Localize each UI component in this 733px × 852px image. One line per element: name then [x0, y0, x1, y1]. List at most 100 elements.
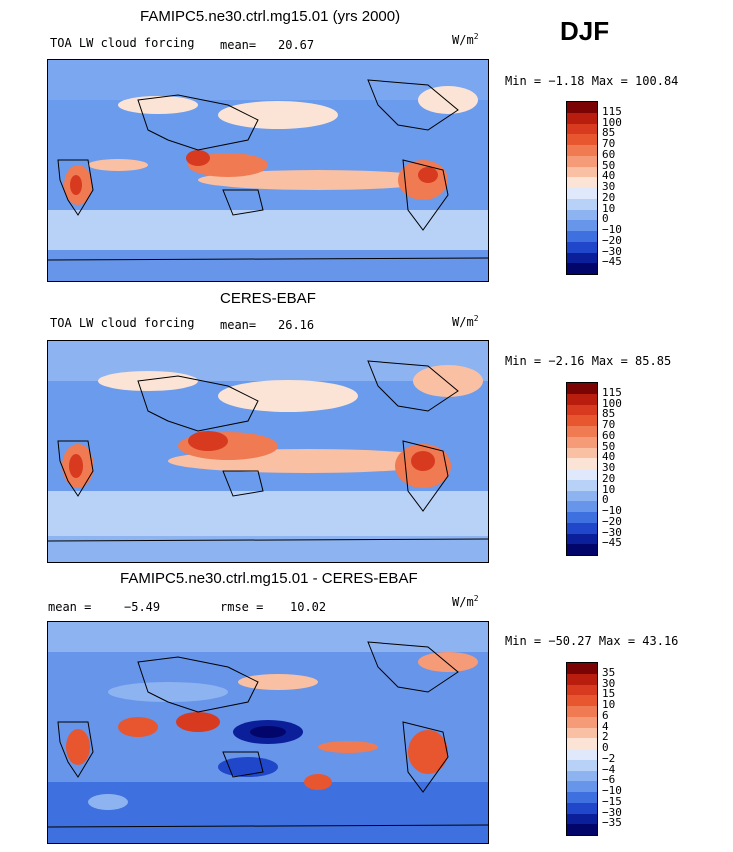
colorbar-swatch — [567, 393, 597, 405]
colorbar-swatch — [567, 145, 597, 156]
colorbar-tick-label: 20 — [602, 190, 616, 204]
colorbar-tick-label: −35 — [602, 816, 622, 830]
colorbar-tick-label: 50 — [602, 439, 616, 453]
colorbar-tick-label: 0 — [602, 493, 609, 507]
panel-3-rmse-value: 10.02 — [290, 600, 327, 614]
colorbar-swatch — [567, 458, 597, 469]
panel-3-minmax: Min = −50.27 Max = 43.16 — [505, 634, 679, 648]
panel-1-colorbar — [566, 101, 598, 275]
panel-1-mean-value: 20.67 — [278, 38, 315, 52]
panel-2-minmax: Min = −2.16 Max = 85.85 — [505, 354, 672, 368]
panel-2-units: W/m2 — [452, 314, 479, 329]
colorbar-tick-label: −30 — [602, 244, 622, 258]
panel-3-colorbar — [566, 662, 598, 836]
colorbar-tick-label: 70 — [602, 137, 616, 150]
colorbar-swatch — [567, 198, 597, 210]
colorbar-tick-label: 70 — [602, 418, 616, 431]
colorbar-tick-label: −10 — [602, 223, 622, 236]
colorbar-swatch — [567, 738, 597, 749]
colorbar-swatch — [567, 134, 597, 145]
panel-2-mean-value: 26.16 — [278, 318, 315, 332]
colorbar-swatch — [567, 533, 597, 545]
colorbar-swatch — [567, 544, 597, 555]
colorbar-swatch — [567, 241, 597, 253]
colorbar-swatch — [567, 802, 597, 814]
colorbar-swatch — [567, 404, 597, 416]
colorbar-swatch — [567, 490, 597, 502]
colorbar-tick-label: 15 — [602, 687, 616, 701]
colorbar-tick-label: −10 — [602, 504, 622, 517]
colorbar-swatch — [567, 155, 597, 167]
panel-3-colorbar-labels: 35 30 15 10 6 4 2 0 −2 −4 −6 −10 −15 −30 −35 — [602, 662, 642, 834]
panel-3-rmse-label: rmse = — [220, 600, 264, 614]
panel-3-units: W/m2 — [452, 594, 479, 609]
colorbar-swatch — [567, 166, 597, 178]
colorbar-swatch — [567, 716, 597, 728]
colorbar-tick-label: 35 — [602, 665, 616, 679]
colorbar-tick-label: −45 — [602, 255, 622, 269]
panel-1-colorbar-labels: 115 100 85 70 60 50 40 30 20 10 0 −10 −20 −30 −45 — [602, 101, 642, 273]
panel-3-title: FAMIPC5.ne30.ctrl.mg15.01 - CERES-EBAF — [120, 570, 418, 587]
colorbar-tick-label: 30 — [602, 461, 616, 474]
panel-1-minmax: Min = −1.18 Max = 100.84 — [505, 74, 679, 88]
colorbar-swatch — [567, 781, 597, 792]
colorbar-swatch — [567, 695, 597, 706]
panel-1-variable: TOA LW cloud forcing — [50, 36, 195, 50]
colorbar-tick-label: −15 — [602, 794, 622, 808]
colorbar-swatch — [567, 231, 597, 242]
colorbar-swatch — [567, 749, 597, 760]
colorbar-tick-label: 60 — [602, 428, 616, 442]
panel-1-map — [47, 59, 489, 282]
panel-1-mean-label: mean= — [220, 38, 257, 52]
colorbar-tick-label: 10 — [602, 482, 616, 496]
panel-2-colorbar-labels: 115 100 85 70 60 50 40 30 20 10 0 −10 −20 −30 −45 — [602, 382, 642, 554]
colorbar-tick-label: −45 — [602, 536, 622, 550]
panel-2-mean-label: mean= — [220, 318, 257, 332]
colorbar-swatch — [567, 102, 597, 113]
panel-3-map-svg — [48, 622, 488, 843]
colorbar-swatch — [567, 123, 597, 135]
colorbar-tick-label: 20 — [602, 471, 616, 485]
colorbar-swatch — [567, 252, 597, 264]
colorbar-swatch — [567, 727, 597, 739]
colorbar-swatch — [567, 501, 597, 512]
colorbar-swatch — [567, 522, 597, 534]
colorbar-tick-label: 85 — [602, 126, 616, 140]
panel-2-colorbar — [566, 382, 598, 556]
colorbar-swatch — [567, 759, 597, 771]
colorbar-swatch — [567, 220, 597, 231]
colorbar-swatch — [567, 447, 597, 459]
colorbar-swatch — [567, 383, 597, 394]
colorbar-tick-label: 4 — [602, 719, 609, 733]
colorbar-tick-label: 100 — [602, 396, 622, 410]
colorbar-tick-label: −4 — [602, 762, 616, 776]
colorbar-tick-label: −20 — [602, 233, 622, 247]
panel-3-mean-value: −5.49 — [124, 600, 161, 614]
colorbar-swatch — [567, 436, 597, 448]
colorbar-swatch — [567, 209, 597, 221]
colorbar-tick-label: 100 — [602, 115, 622, 129]
panel-1-map-svg — [48, 60, 488, 281]
colorbar-tick-label: 115 — [602, 385, 622, 399]
colorbar-swatch — [567, 263, 597, 274]
colorbar-swatch — [567, 426, 597, 437]
colorbar-swatch — [567, 684, 597, 696]
colorbar-tick-label: 40 — [602, 169, 616, 183]
colorbar-tick-label: −20 — [602, 514, 622, 528]
colorbar-tick-label: 10 — [602, 698, 616, 711]
colorbar-tick-label: −30 — [602, 805, 622, 819]
colorbar-swatch — [567, 112, 597, 124]
colorbar-swatch — [567, 824, 597, 835]
colorbar-swatch — [567, 469, 597, 480]
colorbar-tick-label: 50 — [602, 158, 616, 172]
colorbar-tick-label: −10 — [602, 784, 622, 797]
colorbar-swatch — [567, 770, 597, 782]
panel-1-units: W/m2 — [452, 32, 479, 47]
colorbar-swatch — [567, 663, 597, 674]
colorbar-swatch — [567, 177, 597, 188]
colorbar-swatch — [567, 188, 597, 199]
colorbar-swatch — [567, 479, 597, 491]
colorbar-tick-label: −2 — [602, 751, 616, 765]
panel-2-title: CERES-EBAF — [220, 290, 316, 307]
colorbar-tick-label: 10 — [602, 201, 616, 215]
